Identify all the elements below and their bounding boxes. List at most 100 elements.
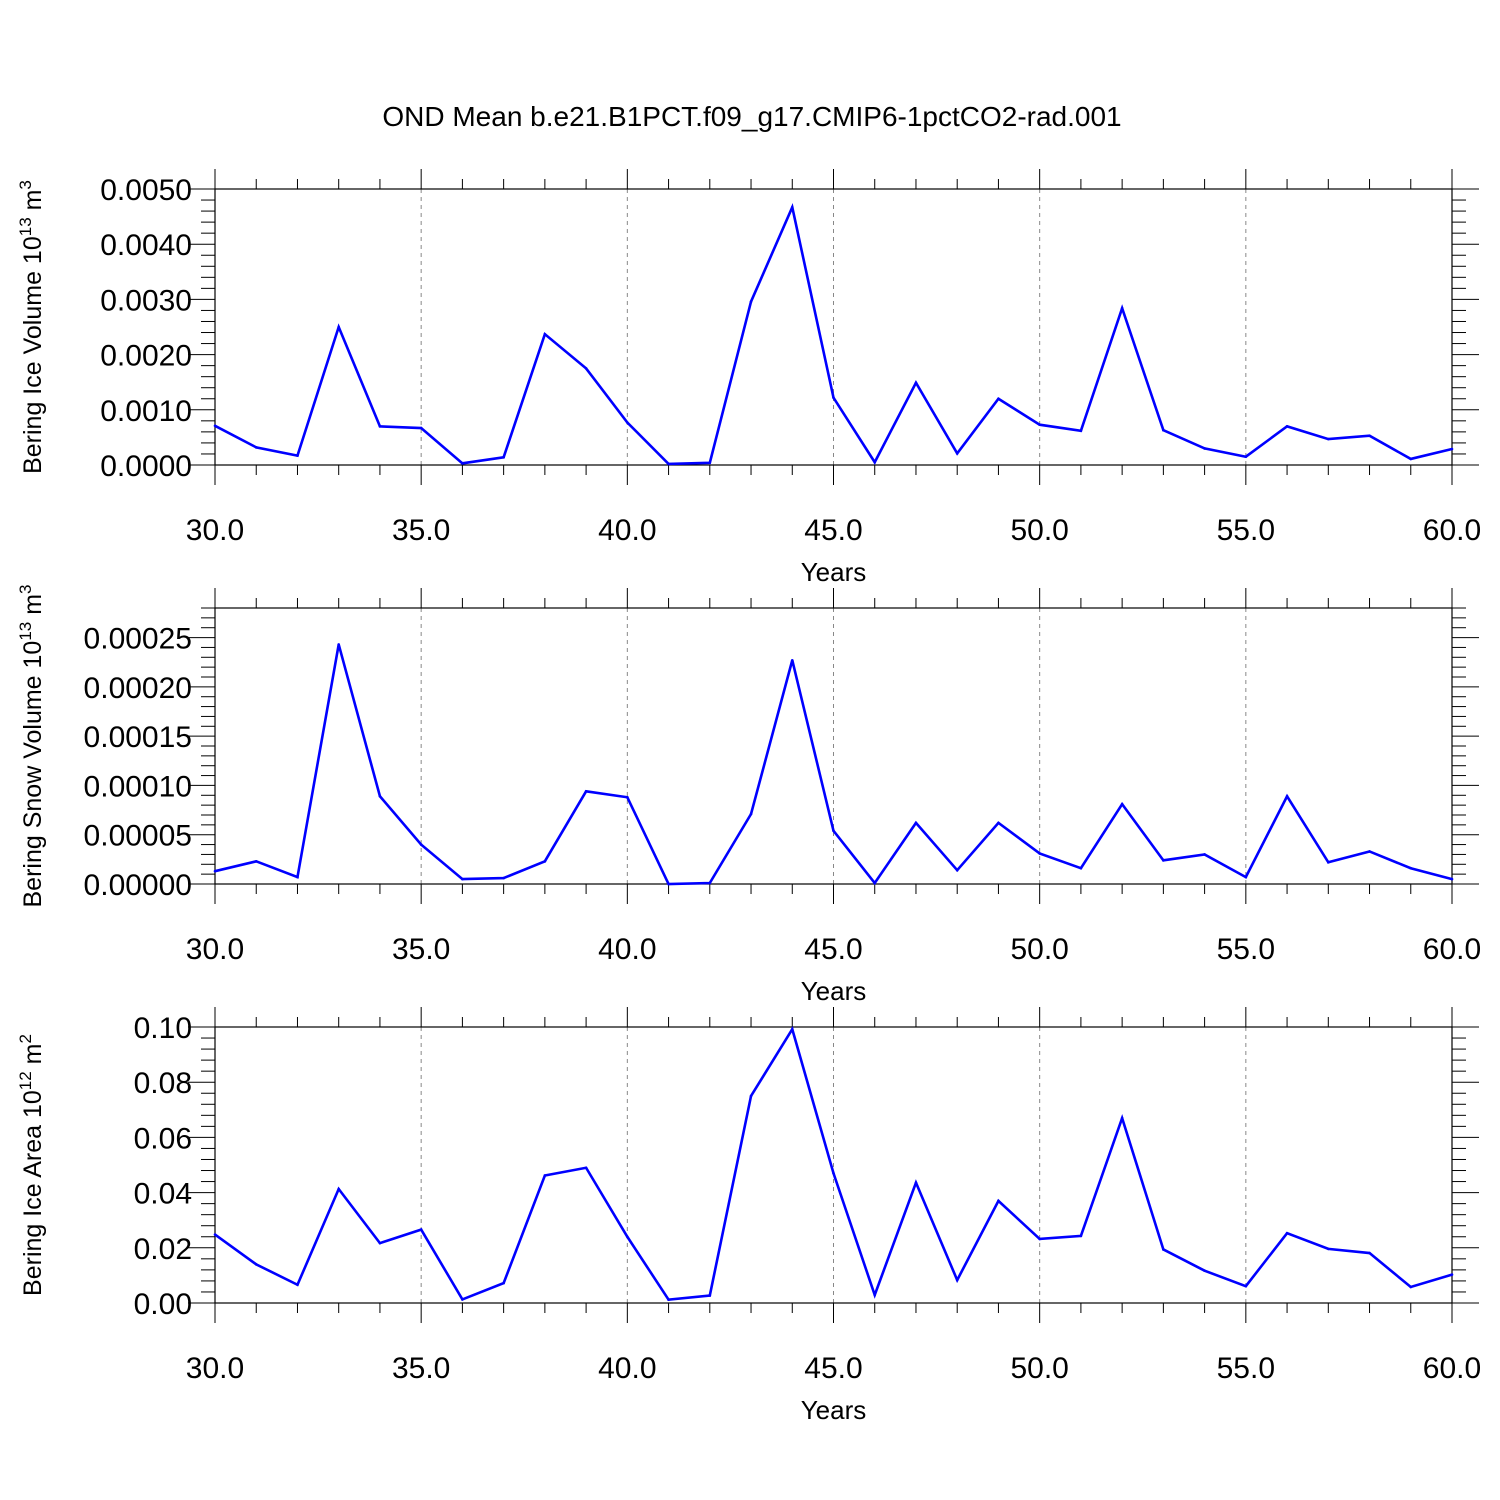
ice-area-ytick-label: 0.08 xyxy=(134,1067,192,1100)
ice-volume-data-point xyxy=(213,424,217,428)
ice-area-y-axis-label: Bering Ice Area 1012 m2 xyxy=(16,1034,47,1296)
ice-area-data-point xyxy=(1327,1247,1330,1251)
ice-volume-xtick-label: 55.0 xyxy=(1217,514,1275,547)
snow-volume-xtick-label: 30.0 xyxy=(186,933,244,966)
ice-area-ytick-label: 0.02 xyxy=(134,1233,192,1266)
ice-volume-data-point xyxy=(254,446,258,449)
ice-area-data-point xyxy=(502,1281,505,1285)
snow-volume-data-point xyxy=(213,869,217,873)
snow-volume-data-point xyxy=(1203,853,1206,856)
snow-volume-data-point xyxy=(1368,850,1371,853)
snow-volume-data-point xyxy=(914,821,918,825)
ice-volume-data-point xyxy=(1409,457,1413,461)
ice-area-data-point xyxy=(1285,1231,1289,1235)
ice-volume-data-point xyxy=(1162,428,1165,432)
snow-volume-data-point xyxy=(254,860,258,863)
ice-volume-data-point xyxy=(667,462,670,466)
panel-ice-area: 30.0 35.0 40.0 45.0 50.0 55.0 60.0 0.00 0.02 0.04… xyxy=(16,1007,1481,1425)
figure-title: OND Mean b.e21.B1PCT.f09_g17.CMIP6-1pctC… xyxy=(382,101,1121,132)
ice-area-ytick-label: 0.00 xyxy=(134,1288,192,1321)
ice-area-data-point xyxy=(1162,1248,1165,1251)
snow-volume-data-point xyxy=(997,821,1000,825)
ice-area-ytick-label: 0.06 xyxy=(134,1122,192,1155)
ice-volume-data-point xyxy=(1079,429,1083,433)
ice-volume-data-point xyxy=(337,325,341,329)
snow-volume-ytick-label: 0.00025 xyxy=(84,623,192,656)
ice-area-data-point xyxy=(790,1027,794,1031)
ice-area-data-point xyxy=(584,1166,588,1170)
snow-volume-ytick-label: 0.00020 xyxy=(84,672,192,705)
ice-volume-ytick-label: 0.0050 xyxy=(100,174,192,207)
snow-volume-data-point xyxy=(1285,794,1289,798)
snow-volume-ytick-label: 0.00005 xyxy=(84,820,192,853)
snow-volume-ytick-label: 0.00010 xyxy=(84,770,192,803)
ice-area-data-point xyxy=(1368,1251,1371,1255)
ice-volume-data-point xyxy=(1285,425,1289,428)
snow-volume-xtick-label: 50.0 xyxy=(1010,933,1068,966)
ice-volume-data-point xyxy=(584,367,588,370)
snow-volume-data-point xyxy=(337,643,341,646)
panel-snow-volume: 30.0 35.0 40.0 45.0 50.0 55.0 60.0 0.00000 0.000… xyxy=(16,584,1481,1006)
snow-volume-data-point xyxy=(873,881,877,885)
ice-volume-data-point xyxy=(749,300,753,303)
ice-area-data-point xyxy=(254,1263,258,1266)
ice-volume-data-point xyxy=(461,462,464,465)
ice-area-data-point xyxy=(1203,1269,1206,1273)
ice-area-data-point xyxy=(914,1181,918,1184)
snow-volume-data-point xyxy=(419,843,423,846)
ice-volume-data-point xyxy=(997,397,1000,401)
ice-volume-ytick-label: 0.0040 xyxy=(100,229,192,262)
snow-volume-data-point xyxy=(626,795,629,799)
snow-volume-data-point xyxy=(1327,861,1330,864)
snow-volume-data-point xyxy=(1079,866,1083,870)
ice-volume-data-point xyxy=(1038,423,1041,427)
snow-volume-xtick-label: 35.0 xyxy=(392,933,450,966)
ice-volume-data-point xyxy=(1244,455,1248,459)
ice-area-data-point xyxy=(1079,1234,1083,1238)
ice-volume-data-point xyxy=(790,205,794,209)
ice-volume-data-point xyxy=(1327,437,1330,441)
snow-volume-data-point xyxy=(1120,802,1124,806)
ice-area-data-point xyxy=(337,1187,341,1191)
snow-volume-data-point xyxy=(1038,852,1041,855)
ice-area-data-point xyxy=(213,1233,217,1236)
snow-volume-data-point xyxy=(296,875,299,879)
ice-area-xtick-label: 60.0 xyxy=(1423,1352,1481,1385)
snow-volume-xtick-label: 40.0 xyxy=(598,933,656,966)
ice-volume-data-point xyxy=(1450,447,1454,451)
ice-volume-ytick-label: 0.0020 xyxy=(100,340,192,373)
ice-volume-data-point xyxy=(502,455,505,459)
ice-volume-data-point xyxy=(378,425,382,428)
ice-area-data-point xyxy=(1450,1273,1454,1276)
ice-volume-data-point xyxy=(708,461,712,465)
ice-area-data-point xyxy=(1038,1237,1041,1241)
ice-area-data-point xyxy=(873,1293,877,1297)
ice-area-data-point xyxy=(378,1241,382,1245)
ice-area-data-point xyxy=(708,1294,712,1297)
ice-volume-x-axis-label: Years xyxy=(801,557,867,587)
ice-volume-xtick-label: 35.0 xyxy=(392,514,450,547)
ice-area-xtick-label: 45.0 xyxy=(804,1352,862,1385)
ice-area-xtick-label: 30.0 xyxy=(186,1352,244,1385)
snow-volume-ytick-label: 0.00000 xyxy=(84,869,192,902)
snow-volume-data-point xyxy=(708,881,712,885)
snow-volume-data-point xyxy=(790,658,794,662)
ice-volume-data-point xyxy=(873,460,877,464)
snow-volume-data-point xyxy=(832,829,835,833)
ice-volume-data-point xyxy=(832,396,835,399)
ice-volume-data-point xyxy=(543,332,547,336)
ice-volume-data-point xyxy=(626,421,629,424)
ice-volume-xtick-label: 60.0 xyxy=(1423,514,1481,547)
snow-volume-ytick-label: 0.00015 xyxy=(84,721,192,754)
ice-area-ytick-label: 0.04 xyxy=(134,1178,192,1211)
snow-volume-data-point xyxy=(955,868,959,872)
snow-volume-data-point xyxy=(502,876,505,880)
ice-area-xtick-label: 55.0 xyxy=(1217,1352,1275,1385)
snow-volume-data-point xyxy=(543,860,547,863)
ice-area-xtick-label: 40.0 xyxy=(598,1352,656,1385)
ice-volume-ytick-label: 0.0010 xyxy=(100,395,192,428)
ice-volume-data-point xyxy=(914,381,918,385)
snow-volume-data-point xyxy=(1244,875,1248,879)
ice-area-data-point xyxy=(296,1283,299,1287)
